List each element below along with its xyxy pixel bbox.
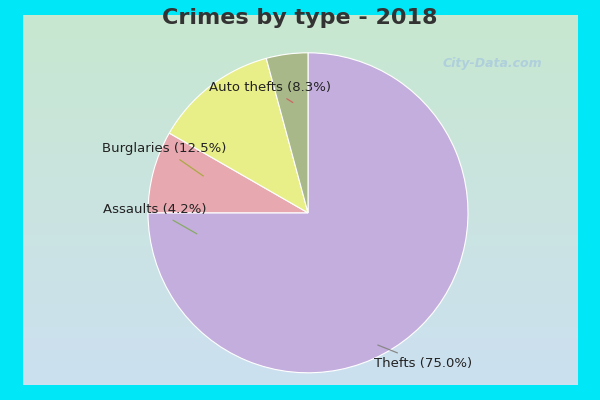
Wedge shape [148,53,468,373]
Wedge shape [148,133,308,213]
Wedge shape [266,53,308,213]
Wedge shape [169,58,308,213]
Text: Thefts (75.0%): Thefts (75.0%) [374,345,472,370]
Text: Assaults (4.2%): Assaults (4.2%) [103,203,206,234]
Text: Auto thefts (8.3%): Auto thefts (8.3%) [209,82,331,102]
Text: City-Data.com: City-Data.com [442,58,542,70]
Text: Crimes by type - 2018: Crimes by type - 2018 [162,8,438,28]
Text: Burglaries (12.5%): Burglaries (12.5%) [102,142,226,176]
